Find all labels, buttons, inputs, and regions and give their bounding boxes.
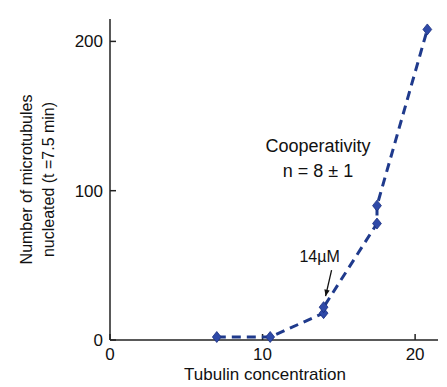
annotation: Cooperativity (265, 136, 370, 156)
data-point (266, 332, 275, 343)
x-tick-label: 0 (105, 345, 114, 364)
data-point (212, 332, 221, 343)
annotation: 14µM (299, 248, 339, 265)
y-axis (109, 19, 111, 340)
data-point (373, 218, 382, 229)
y-axis-title: Number of microtubules (18, 95, 35, 265)
data-point (373, 200, 382, 211)
fit-line (217, 30, 427, 338)
annotation: n = 8 ± 1 (283, 161, 353, 181)
y-tick (110, 190, 116, 192)
x-axis (110, 339, 438, 341)
y-tick (110, 41, 116, 43)
x-tick-label: 20 (406, 345, 425, 364)
y-tick-label: 100 (75, 182, 103, 201)
y-tick-label: 200 (75, 32, 103, 51)
y-tick (110, 339, 116, 341)
y-axis-title: nucleated (t =7.5 min) (40, 102, 57, 257)
arrow-head (324, 289, 329, 296)
x-tick (414, 334, 416, 340)
plot-area (212, 24, 431, 343)
data-point (423, 24, 432, 35)
chart: 010200100200Tubulin concentrationNumber … (0, 0, 447, 387)
data-point (319, 302, 328, 313)
x-axis-title: Tubulin concentration (184, 365, 346, 384)
x-tick (109, 334, 111, 340)
y-tick-label: 0 (94, 331, 103, 350)
x-tick-label: 10 (253, 345, 272, 364)
